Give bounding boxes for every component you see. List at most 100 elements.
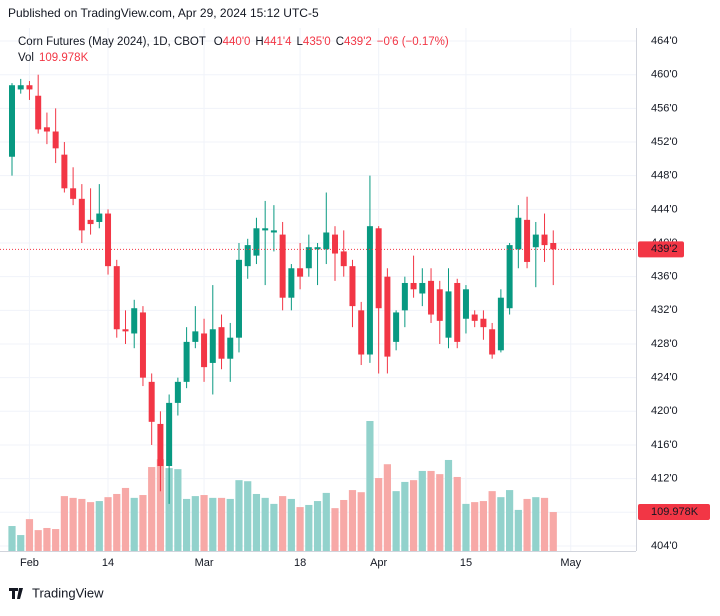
volume-bar [506,490,514,551]
volume-title: Vol [18,52,34,64]
volume-bar [497,497,505,551]
volume-bar [532,497,540,551]
volume-bar [34,530,42,551]
candle-body [35,95,42,130]
legend-key: H [255,36,263,48]
volume-bar [174,469,182,551]
candle-body [9,85,15,157]
volume-bar [436,474,444,551]
legend-value: 435'0 [303,36,331,48]
volume-bar [25,519,34,551]
candle-body [401,282,408,311]
volume-layer [8,421,557,551]
candle-body [148,381,155,422]
y-tick-label: 452'0 [651,136,678,148]
candle-body [445,291,452,338]
symbol-title: Corn Futures (May 2024), 1D, CBOT [18,36,206,48]
candle-body [113,266,120,330]
candle-body [384,276,391,357]
volume-bar [148,467,156,551]
candle-body [497,297,504,351]
grid [0,28,636,551]
footer-logo: TradingView [9,585,104,600]
volume-legend: Vol 109.978K [18,52,89,64]
volume-bar [540,497,549,551]
candle-body [428,280,435,315]
legend-value: 441'4 [264,36,292,48]
candle-body [541,234,548,246]
volume-bar [296,507,304,551]
y-tick-label: 460'0 [651,69,678,81]
candle-body [166,402,173,467]
volume-bar [95,501,103,551]
candle-body [550,243,557,250]
volume-bar [226,498,234,551]
candle-body [244,245,251,267]
x-tick-label: 14 [102,557,114,569]
y-tick-label: 420'0 [651,405,678,417]
candle-body [139,312,146,378]
volume-bar [392,491,400,551]
y-tick-label: 448'0 [651,170,678,182]
candle-body [209,329,216,363]
volume-bar [52,529,60,551]
candle-body [436,289,443,321]
volume-tag-label: 109.978K [651,506,699,518]
candle-body [297,268,304,277]
y-tick-label: 464'0 [651,35,678,47]
candle-body [192,331,199,342]
candle-body [201,333,208,368]
candle-body [288,268,295,298]
volume-bar [113,493,121,551]
candle-body [78,198,85,231]
volume-bar [444,459,453,551]
volume-bar [514,509,522,551]
candle-body [323,232,330,250]
candle-body [340,251,347,267]
candle-body [183,341,190,382]
volume-bar [121,487,130,551]
x-tick-label: 18 [294,557,306,569]
candle-body [122,329,129,332]
volume-bar [340,499,348,551]
candle-body [279,234,286,298]
logo-icon [9,588,23,599]
volume-bar [17,535,25,551]
volume-bar [313,501,322,551]
volume-bar [217,497,226,551]
candle-body [515,217,522,250]
volume-bar [244,481,252,551]
candle-body [305,247,312,269]
candle-body [43,127,50,132]
candle-body [454,282,461,342]
y-tick-label: 416'0 [651,439,678,451]
volume-bar [270,503,278,551]
volume-bar [357,492,365,551]
candle-body [227,337,234,359]
last-price-tag [638,241,684,258]
candle-body [506,245,513,309]
volume-tag [638,504,710,521]
publish-note: Published on TradingView.com, Apr 29, 20… [8,6,319,20]
volume-bar [104,497,112,551]
volume-bar [331,508,339,551]
volume-bar [453,476,461,551]
candle-body [270,230,277,233]
volume-bar [165,468,173,551]
candle-body [61,154,68,189]
volume-bar [8,526,16,551]
volume-bar [366,421,374,551]
candle-body [410,282,417,290]
volume-bar [375,478,383,551]
volume-bar [279,496,287,551]
volume-bar [471,502,479,551]
axes: 404'0408'0412'0416'0420'0424'0428'0432'0… [0,35,710,569]
candle-body [157,423,164,467]
candle-body [96,213,103,222]
x-tick-label: 15 [460,557,472,569]
candle-body [462,289,469,319]
candle-body [131,308,138,334]
candle-body [332,234,339,254]
y-tick-label: 444'0 [651,203,678,215]
